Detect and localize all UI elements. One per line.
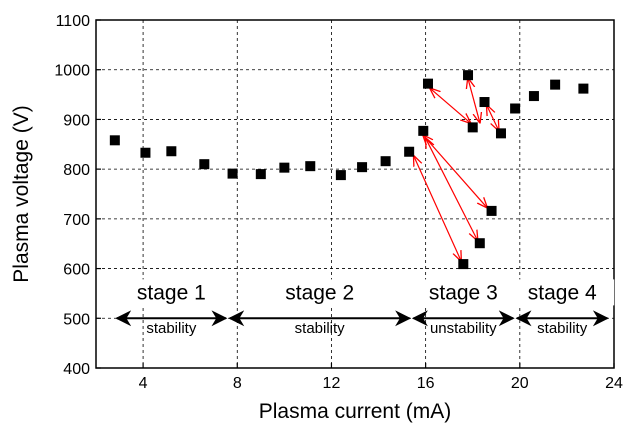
oscillation-arrows — [414, 79, 499, 261]
stage-label-bg — [510, 279, 615, 306]
data-point — [495, 128, 506, 139]
x-tick-label: 24 — [605, 375, 623, 392]
data-point — [255, 169, 266, 180]
red-double-arrow — [430, 89, 470, 123]
red-double-arrow — [426, 138, 478, 240]
data-point — [528, 91, 539, 102]
data-point — [510, 103, 521, 114]
data-point — [578, 83, 589, 94]
x-tick-label: 16 — [417, 375, 435, 392]
data-points — [109, 70, 589, 270]
data-point — [422, 78, 433, 89]
y-tick-label: 900 — [63, 112, 90, 129]
data-point — [550, 79, 561, 90]
data-point — [305, 161, 316, 172]
data-point — [166, 146, 177, 157]
data-point — [474, 238, 485, 249]
stage-label: stage 4 — [528, 281, 597, 304]
stage-sublabel: stability — [537, 320, 588, 337]
data-point — [458, 259, 469, 270]
y-tick-label: 500 — [63, 311, 90, 328]
stage-sublabel: unstability — [430, 320, 497, 337]
axis-ticks: 4 8 12 16 20 24 400 500 600 700 800 900 1000 1100 — [54, 13, 623, 392]
stage-label: stage 2 — [285, 281, 354, 304]
red-double-arrow — [468, 79, 480, 123]
stage-annotations: stage 1 stability stage 2 stability stage 3 u… — [115, 279, 615, 337]
grid-lines — [96, 20, 614, 368]
stage-sublabel: stability — [146, 320, 197, 337]
y-tick-label: 700 — [63, 212, 90, 229]
data-point — [279, 162, 290, 173]
y-tick-label: 1000 — [54, 63, 90, 80]
x-tick-label: 20 — [511, 375, 529, 392]
data-point — [227, 168, 238, 179]
plot-frame — [95, 19, 615, 369]
red-double-arrow — [487, 106, 499, 131]
stage-label: stage 3 — [429, 281, 498, 304]
stage-label-bg — [119, 279, 224, 306]
x-tick-label: 8 — [233, 375, 242, 392]
data-point — [140, 147, 151, 158]
data-point — [467, 122, 478, 133]
x-tick-label: 4 — [139, 375, 148, 392]
data-point — [335, 170, 346, 181]
y-tick-label: 800 — [63, 162, 90, 179]
y-tick-label: 400 — [63, 361, 90, 378]
y-tick-label: 1100 — [56, 13, 91, 30]
data-point — [109, 135, 120, 146]
stage-label-bg — [411, 279, 516, 306]
stage-label-bg — [267, 279, 372, 306]
data-point — [486, 205, 497, 216]
y-axis-title: Plasma voltage (V) — [10, 105, 33, 282]
data-point — [404, 146, 415, 157]
data-point — [199, 159, 210, 170]
red-double-arrow — [414, 156, 461, 260]
data-point — [380, 156, 391, 167]
y-tick-label: 600 — [63, 262, 90, 279]
stage-label: stage 1 — [137, 281, 206, 304]
stage-sublabel: stability — [295, 320, 346, 337]
data-point — [357, 162, 368, 173]
data-point — [463, 70, 474, 81]
x-tick-label: 12 — [323, 375, 341, 392]
data-point — [418, 125, 429, 136]
data-point — [479, 97, 490, 108]
x-axis-title: Plasma current (mA) — [259, 400, 452, 423]
